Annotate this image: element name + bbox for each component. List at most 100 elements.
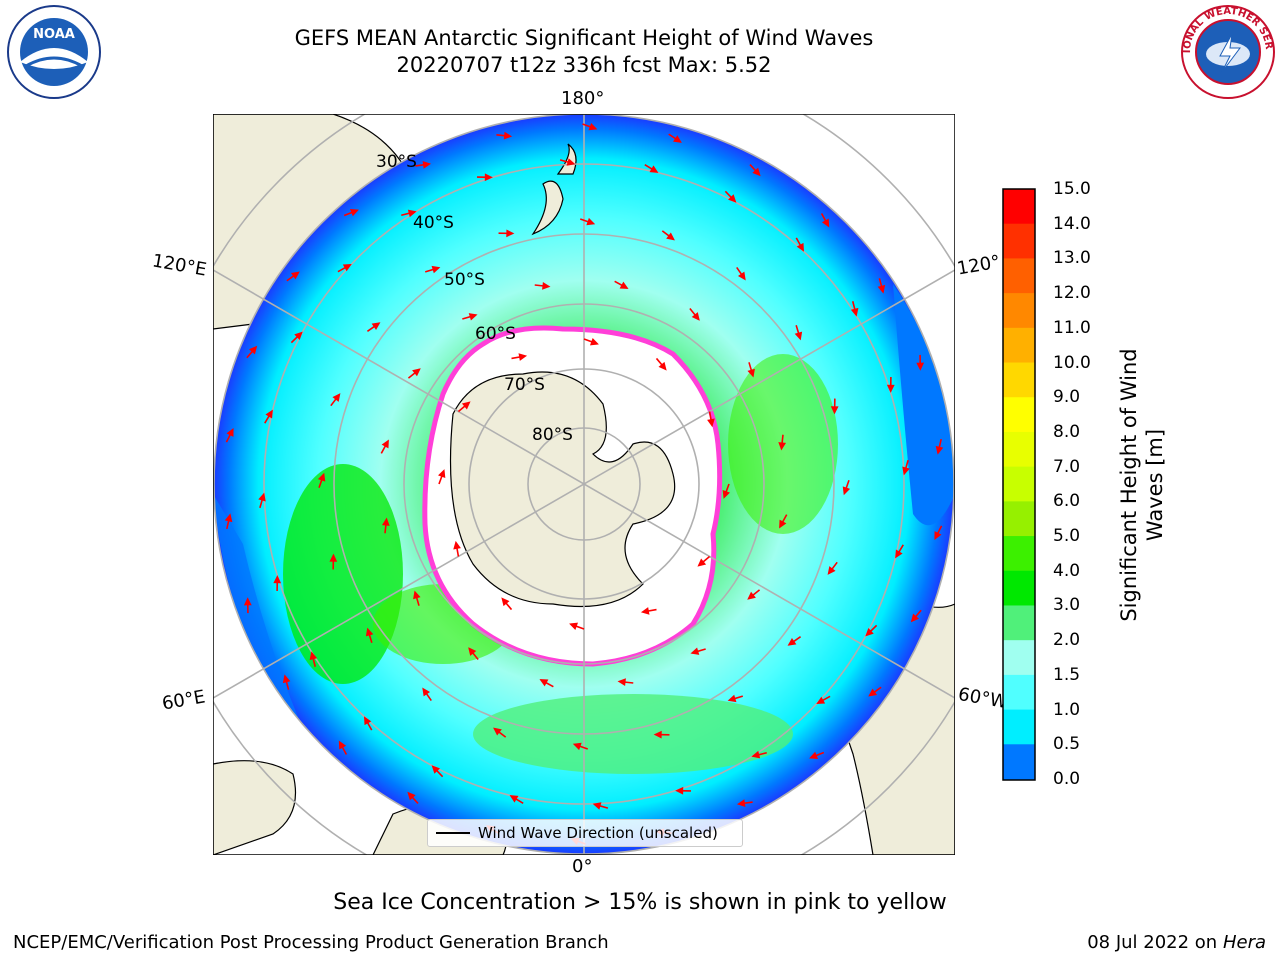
wave-direction-arrowhead (453, 540, 461, 550)
footer-credit: NCEP/EMC/Verification Post Processing Pr… (13, 932, 609, 953)
lon-label-0: 0° (572, 856, 593, 877)
colorbar-label-line1: Significant Height of Wind (1117, 348, 1141, 622)
wave-direction-arrowhead (827, 566, 836, 575)
wave-direction-arrowhead (338, 740, 347, 750)
wave-direction-arrowhead (787, 637, 797, 646)
wave-direction-arrowhead (371, 322, 381, 331)
wave-direction-arrowhead (779, 519, 787, 529)
wave-direction-arrowhead (468, 647, 477, 656)
colorbar-tick-label: 15.0 (1053, 179, 1091, 199)
wave-direction-arrowhead (294, 331, 303, 340)
colorbar-tick-label: 10.0 (1053, 352, 1091, 373)
colorbar-segment (1003, 605, 1035, 641)
wave-direction-arrowhead (737, 271, 746, 281)
wave-direction-arrowhead (794, 331, 803, 341)
wave-direction-arrowhead (691, 312, 700, 321)
nws-logo: NATIONAL WEATHER SERVICE (1180, 4, 1275, 99)
wave-direction-arrowhead (413, 590, 421, 600)
colorbar-tick-label: 3.0 (1053, 595, 1081, 616)
lon-label-120w: 120° (955, 251, 1002, 280)
wave-direction-arrowhead (796, 242, 805, 252)
colorbar-tick-label: 1.0 (1053, 699, 1081, 720)
wave-direction-arrowhead (290, 271, 300, 280)
lat-label-50s: 50°S (444, 270, 485, 290)
wave-direction-arrowhead (640, 607, 650, 615)
wave-direction-arrowhead (617, 678, 626, 687)
wave-direction-arrowhead (309, 651, 318, 661)
wave-direction-arrowhead (752, 167, 761, 177)
wave-direction-arrowhead (935, 445, 944, 455)
colorbar-tick-label: 7.0 (1053, 456, 1081, 477)
wave-direction-arrowhead (649, 165, 659, 173)
legend-line (436, 832, 470, 834)
colorbar-segment (1003, 327, 1035, 364)
wave-direction-arrowhead (886, 384, 895, 393)
wave-direction-arrowhead (468, 313, 478, 321)
wave-direction-arrowhead (566, 158, 576, 166)
wave-direction-arrowhead (412, 368, 421, 377)
wave-direction-arrowhead (329, 553, 338, 562)
chart-subtitle: 20220707 t12z 336h fcst Max: 5.52 (396, 53, 772, 77)
colorbar-segment (1003, 258, 1035, 294)
wave-direction-arrowhead (809, 751, 819, 759)
wave-direction-arrowhead (282, 674, 291, 684)
colorbar-segment (1003, 466, 1035, 502)
wave-direction-arrowhead (509, 795, 519, 803)
colorbar-tick-label: 1.5 (1053, 664, 1081, 685)
wave-direction-arrowhead (868, 688, 878, 697)
wave-direction-arrowhead (381, 439, 389, 449)
wave-direction-arrowhead (224, 513, 233, 523)
wave-direction-arrowhead (484, 173, 493, 182)
map-legend: Wind Wave Direction (unscaled) (427, 819, 743, 847)
noaa-logo: NOAA (7, 5, 101, 99)
colorbar-tick-label: 11.0 (1053, 317, 1091, 338)
legend-label: Wind Wave Direction (unscaled) (478, 824, 718, 842)
wave-direction-arrowhead (697, 558, 707, 567)
colorbar-tick-label: 5.0 (1053, 526, 1081, 547)
wave-direction-arrowhead (518, 353, 528, 361)
wave-direction-arrowhead (895, 549, 903, 559)
wave-direction-arrowhead (747, 368, 755, 378)
wave-direction-arrowhead (342, 263, 352, 272)
lat-label-70s: 70°S (504, 375, 545, 395)
wave-direction-arrowhead (690, 647, 700, 655)
wave-direction-arrowhead (539, 679, 549, 687)
wave-direction-arrowhead (816, 696, 826, 705)
colorbar-label-line2: Waves [m] (1143, 428, 1167, 542)
colorbar-segment (1003, 431, 1035, 468)
colorbar-tick-label: 8.0 (1053, 421, 1081, 442)
wave-direction-arrowhead (934, 531, 942, 541)
wave-direction-arrowhead (422, 161, 432, 169)
wave-direction-arrowhead (438, 469, 446, 479)
colorbar-tick-label: 9.0 (1053, 387, 1081, 408)
lat-label-40s: 40°S (413, 213, 454, 233)
wave-direction-arrowhead (243, 597, 252, 606)
wave-direction-arrowhead (830, 406, 839, 415)
colorbar-tick-label: 4.0 (1053, 560, 1081, 581)
colorbar-segment (1003, 362, 1035, 398)
colorbar-tick-label: 0.5 (1053, 734, 1081, 755)
wave-direction-arrowhead (586, 217, 596, 226)
wave-direction-arrowhead (431, 765, 440, 774)
colorbar-segment (1003, 709, 1035, 745)
wave-direction-arrowhead (248, 345, 258, 355)
wave-direction-arrowhead (506, 229, 515, 238)
wave-direction-arrowhead (588, 122, 598, 131)
wave-direction-arrowhead (778, 442, 787, 451)
wave-direction-arrowhead (865, 628, 874, 637)
wave-direction-arrowhead (365, 627, 374, 637)
wave-direction-arrowhead (850, 307, 859, 317)
colorbar-segment (1003, 223, 1035, 259)
wave-direction-arrowhead (273, 575, 282, 584)
wave-direction-arrowhead (842, 486, 851, 496)
colorbar-segment (1003, 293, 1035, 329)
wave-direction-arrowhead (422, 687, 431, 697)
wave-direction-arrowhead (332, 393, 341, 402)
wave-direction-arrowhead (317, 472, 326, 482)
wave-direction-arrowhead (431, 265, 441, 274)
lat-label-60s: 60°S (475, 324, 516, 344)
wave-direction-arrowhead (877, 284, 886, 294)
wave-direction-arrowhead (226, 427, 234, 437)
wave-direction-arrowhead (363, 716, 372, 726)
wave-direction-arrowhead (569, 622, 579, 630)
